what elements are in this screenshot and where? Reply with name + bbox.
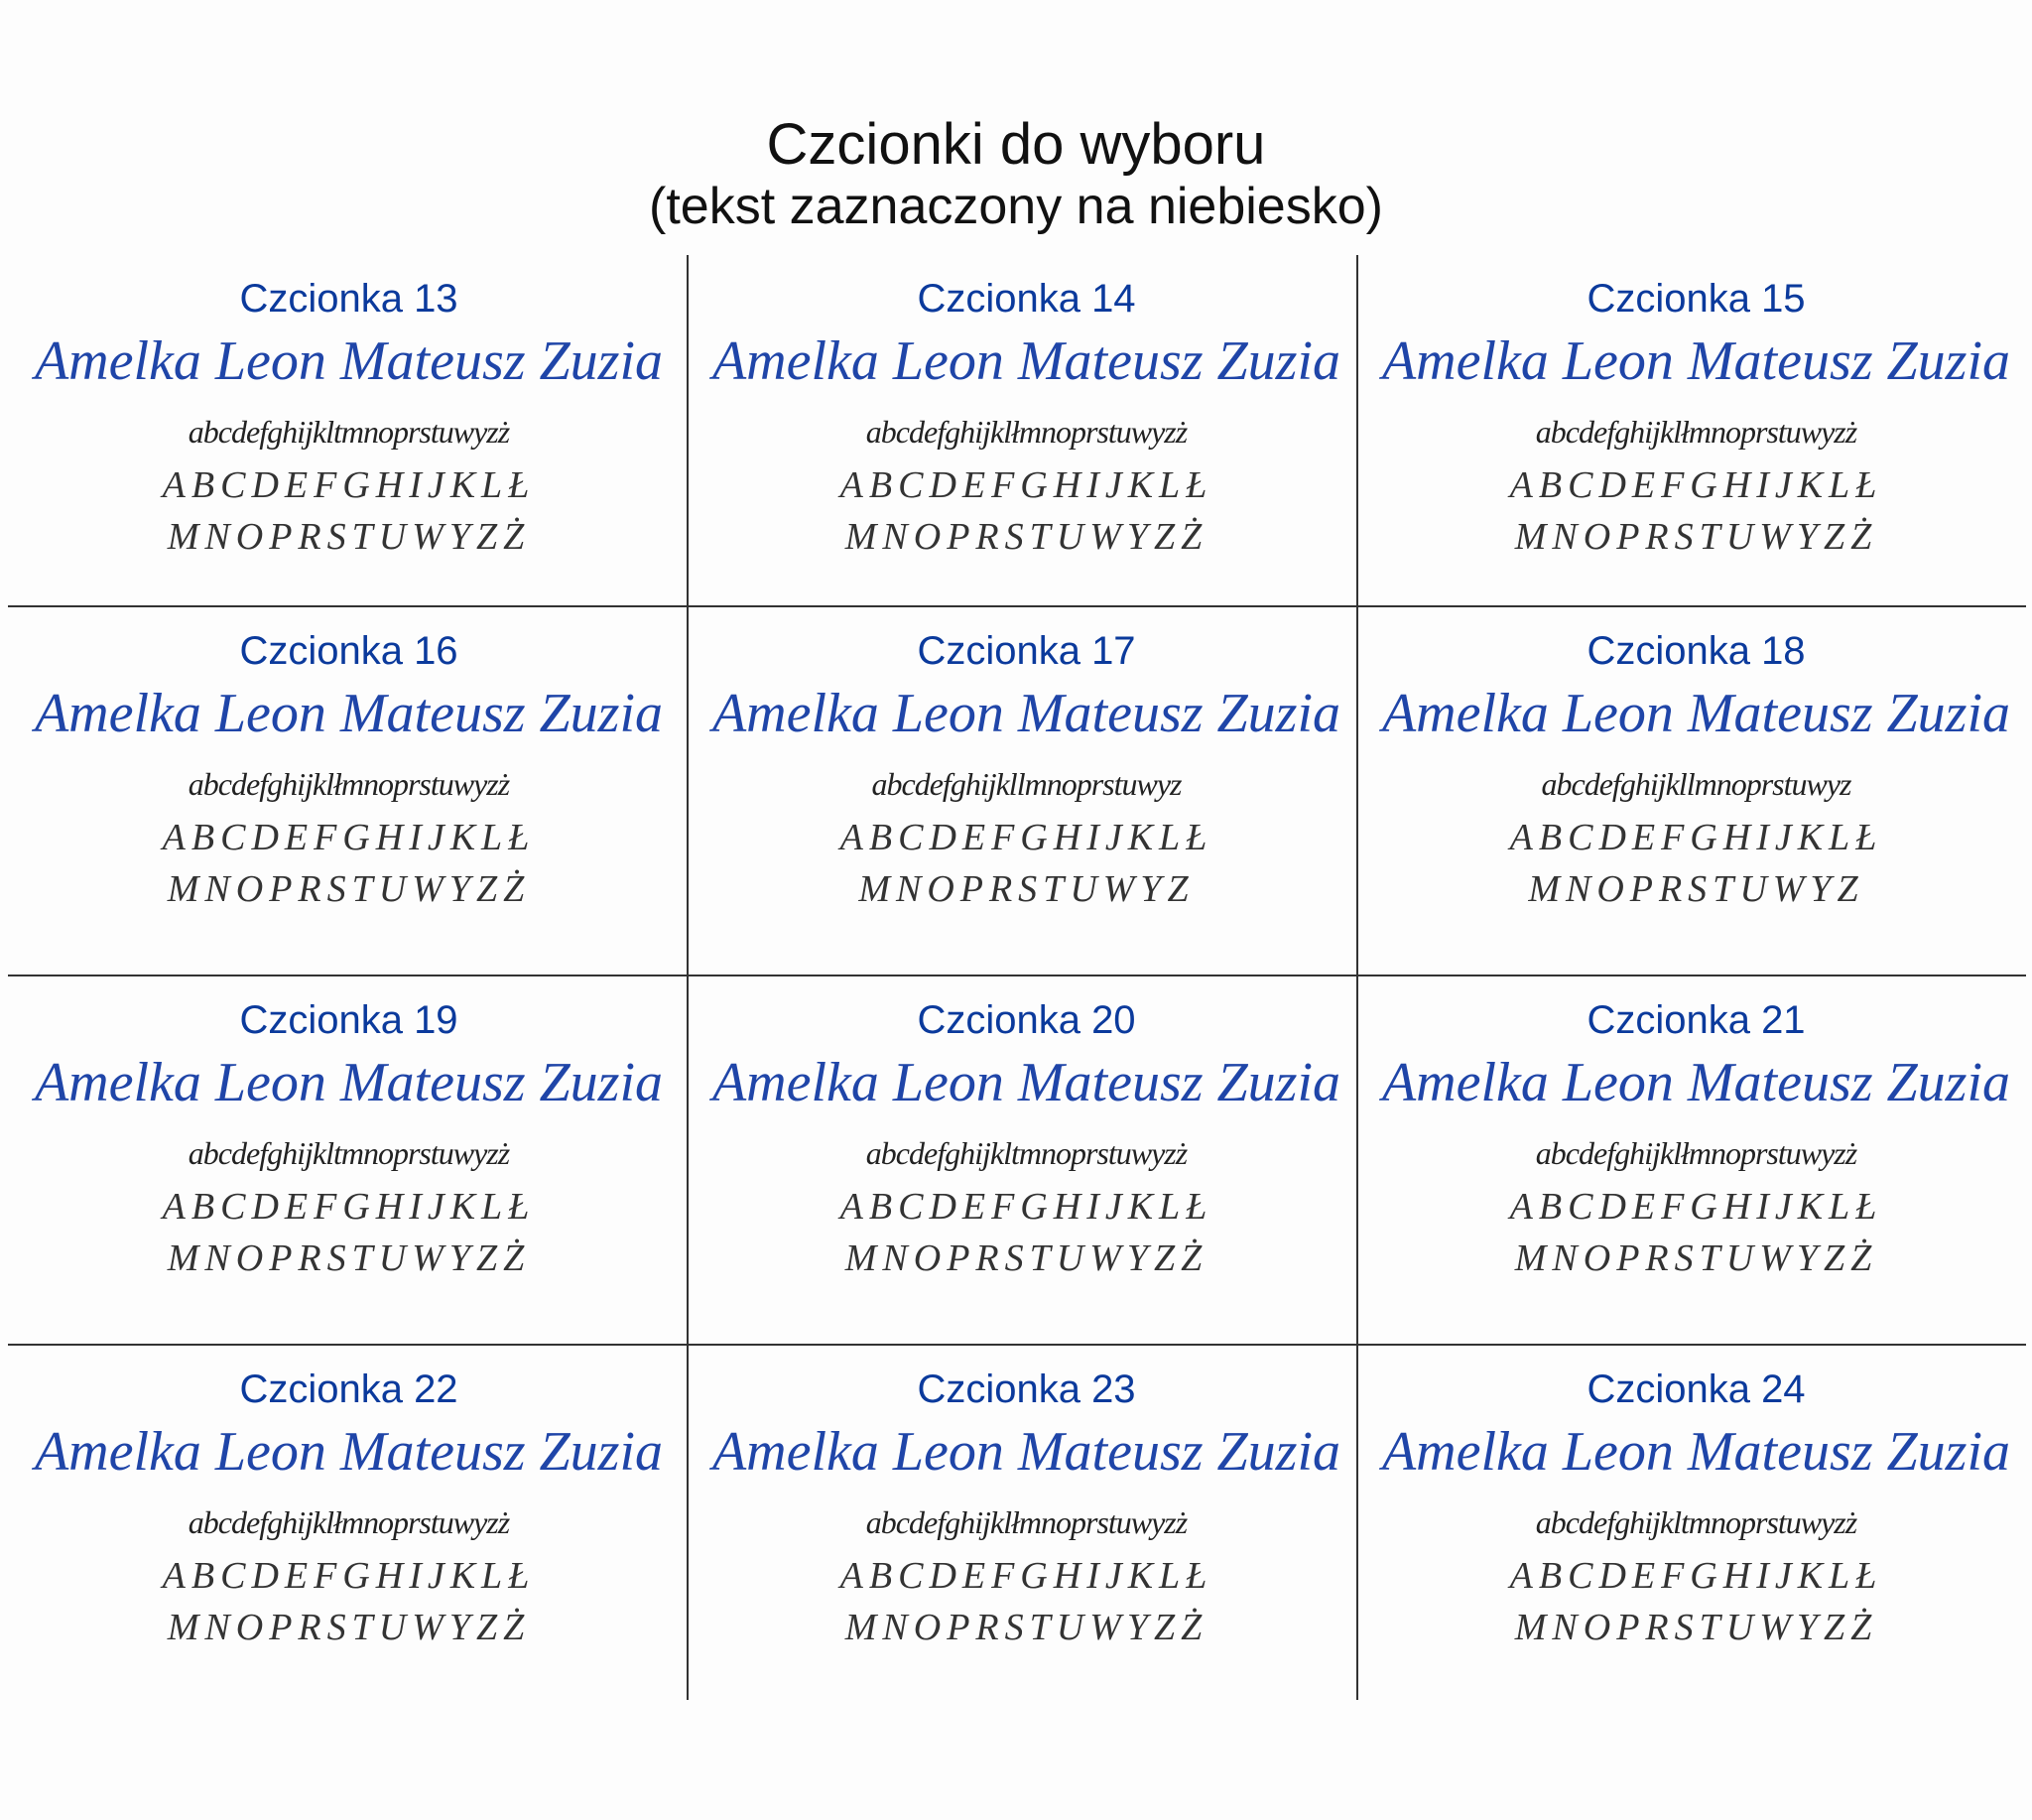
font-sample-names: Amelka Leon Mateusz Zuzia xyxy=(34,683,664,744)
font-sample-cell: Czcionka 13 Amelka Leon Mateusz Zuzia abcd… xyxy=(14,255,684,624)
lowercase-alphabet: abcdefghijkllmnoprstuwyz xyxy=(1541,766,1852,802)
uppercase-alphabet-2: MNOPRSTUWYZŻ xyxy=(844,516,1208,558)
uppercase-alphabet-2: MNOPRSTUWYZŻ xyxy=(167,516,531,558)
font-label: Czcionka 15 xyxy=(1587,277,1806,321)
font-sample-cell: Czcionka 17 Amelka Leon Mateusz Zuzia abcd… xyxy=(692,607,1361,976)
font-label: Czcionka 14 xyxy=(917,277,1136,321)
grid-divider xyxy=(8,605,2026,607)
uppercase-alphabet-1: ABCDEFGHIJKLŁ xyxy=(1509,464,1883,506)
lowercase-alphabet: abcdefghijklłmnoprstuwyzż xyxy=(1535,414,1857,450)
font-sample-names: Amelka Leon Mateusz Zuzia xyxy=(1381,1421,2011,1483)
uppercase-alphabet-1: ABCDEFGHIJKLŁ xyxy=(162,817,536,858)
uppercase-alphabet-1: ABCDEFGHIJKLŁ xyxy=(162,464,536,506)
lowercase-alphabet: abcdefghijkltmnoprstuwyzż xyxy=(1535,1504,1857,1540)
lowercase-alphabet: abcdefghijklłmnoprstuwyzż xyxy=(865,414,1188,450)
uppercase-alphabet-1: ABCDEFGHIJKLŁ xyxy=(1509,817,1883,858)
uppercase-alphabet-2: MNOPRSTUWYZŻ xyxy=(844,1607,1208,1648)
font-sample-cell: Czcionka 15 Amelka Leon Mateusz Zuzia abcd… xyxy=(1361,255,2031,624)
font-label: Czcionka 18 xyxy=(1587,629,1806,673)
font-label: Czcionka 16 xyxy=(239,629,458,673)
font-sample-names: Amelka Leon Mateusz Zuzia xyxy=(711,683,1341,744)
font-label: Czcionka 21 xyxy=(1587,998,1806,1042)
uppercase-alphabet-1: ABCDEFGHIJKLŁ xyxy=(1509,1555,1883,1597)
uppercase-alphabet-1: ABCDEFGHIJKLŁ xyxy=(162,1186,536,1228)
font-sample-names: Amelka Leon Mateusz Zuzia xyxy=(1381,683,2011,744)
grid-divider xyxy=(1356,255,1358,1700)
lowercase-alphabet: abcdefghijkllmnoprstuwyz xyxy=(871,766,1183,802)
font-sample-names: Amelka Leon Mateusz Zuzia xyxy=(1381,330,2011,392)
uppercase-alphabet-1: ABCDEFGHIJKLŁ xyxy=(839,817,1213,858)
lowercase-alphabet: abcdefghijkltmnoprstuwyzż xyxy=(865,1135,1188,1171)
uppercase-alphabet-2: MNOPRSTUWYZŻ xyxy=(1514,1607,1878,1648)
grid-divider xyxy=(8,975,2026,976)
uppercase-alphabet-2: MNOPRSTUWYZŻ xyxy=(1514,516,1878,558)
font-sample-cell: Czcionka 22 Amelka Leon Mateusz Zuzia abcd… xyxy=(14,1346,684,1715)
lowercase-alphabet: abcdefghijklłmnoprstuwyzż xyxy=(865,1504,1188,1540)
font-sample-names: Amelka Leon Mateusz Zuzia xyxy=(711,1052,1341,1113)
font-sample-names: Amelka Leon Mateusz Zuzia xyxy=(1381,1052,2011,1113)
grid-divider xyxy=(687,255,689,1700)
font-sample-names: Amelka Leon Mateusz Zuzia xyxy=(711,330,1341,392)
lowercase-alphabet: abcdefghijklłmnoprstuwyzż xyxy=(188,766,510,802)
font-label: Czcionka 24 xyxy=(1587,1367,1806,1411)
font-sample-names: Amelka Leon Mateusz Zuzia xyxy=(711,1421,1341,1483)
uppercase-alphabet-2: MNOPRSTUWYZŻ xyxy=(844,1237,1208,1279)
font-sample-names: Amelka Leon Mateusz Zuzia xyxy=(34,1421,664,1483)
font-sample-cell: Czcionka 18 Amelka Leon Mateusz Zuzia abcd… xyxy=(1361,607,2031,976)
uppercase-alphabet-1: ABCDEFGHIJKLŁ xyxy=(162,1555,536,1597)
uppercase-alphabet-1: ABCDEFGHIJKLŁ xyxy=(839,464,1213,506)
uppercase-alphabet-2: MNOPRSTUWYZ xyxy=(858,868,1195,910)
font-sample-names: Amelka Leon Mateusz Zuzia xyxy=(34,330,664,392)
font-label: Czcionka 20 xyxy=(917,998,1136,1042)
uppercase-alphabet-2: MNOPRSTUWYZŻ xyxy=(167,1607,531,1648)
font-label: Czcionka 22 xyxy=(239,1367,458,1411)
font-sample-cell: Czcionka 23 Amelka Leon Mateusz Zuzia abcd… xyxy=(692,1346,1361,1715)
lowercase-alphabet: abcdefghijklłmnoprstuwyzż xyxy=(188,1504,510,1540)
lowercase-alphabet: abcdefghijkltmnoprstuwyzż xyxy=(188,414,510,450)
font-sample-cell: Czcionka 20 Amelka Leon Mateusz Zuzia abcd… xyxy=(692,976,1361,1346)
page-subtitle: (tekst zaznaczony na niebiesko) xyxy=(649,178,1383,235)
font-sample-cell: Czcionka 16 Amelka Leon Mateusz Zuzia abcd… xyxy=(14,607,684,976)
uppercase-alphabet-2: MNOPRSTUWYZŻ xyxy=(167,868,531,910)
font-label: Czcionka 23 xyxy=(917,1367,1136,1411)
uppercase-alphabet-1: ABCDEFGHIJKLŁ xyxy=(1509,1186,1883,1228)
font-label: Czcionka 17 xyxy=(917,629,1136,673)
uppercase-alphabet-2: MNOPRSTUWYZŻ xyxy=(167,1237,531,1279)
font-label: Czcionka 13 xyxy=(239,277,458,321)
lowercase-alphabet: abcdefghijklłmnoprstuwyzż xyxy=(1535,1135,1857,1171)
grid-divider xyxy=(8,1344,2026,1346)
uppercase-alphabet-2: MNOPRSTUWYZŻ xyxy=(1514,1237,1878,1279)
uppercase-alphabet-1: ABCDEFGHIJKLŁ xyxy=(839,1555,1213,1597)
lowercase-alphabet: abcdefghijkltmnoprstuwyzż xyxy=(188,1135,510,1171)
font-sample-cell: Czcionka 19 Amelka Leon Mateusz Zuzia abcd… xyxy=(14,976,684,1346)
font-sample-cell: Czcionka 21 Amelka Leon Mateusz Zuzia abcd… xyxy=(1361,976,2031,1346)
uppercase-alphabet-1: ABCDEFGHIJKLŁ xyxy=(839,1186,1213,1228)
uppercase-alphabet-2: MNOPRSTUWYZ xyxy=(1528,868,1864,910)
font-label: Czcionka 19 xyxy=(239,998,458,1042)
page-title: Czcionki do wyboru xyxy=(766,112,1266,177)
font-sample-cell: Czcionka 14 Amelka Leon Mateusz Zuzia abcd… xyxy=(692,255,1361,624)
font-sample-cell: Czcionka 24 Amelka Leon Mateusz Zuzia abcd… xyxy=(1361,1346,2031,1715)
font-sample-names: Amelka Leon Mateusz Zuzia xyxy=(34,1052,664,1113)
